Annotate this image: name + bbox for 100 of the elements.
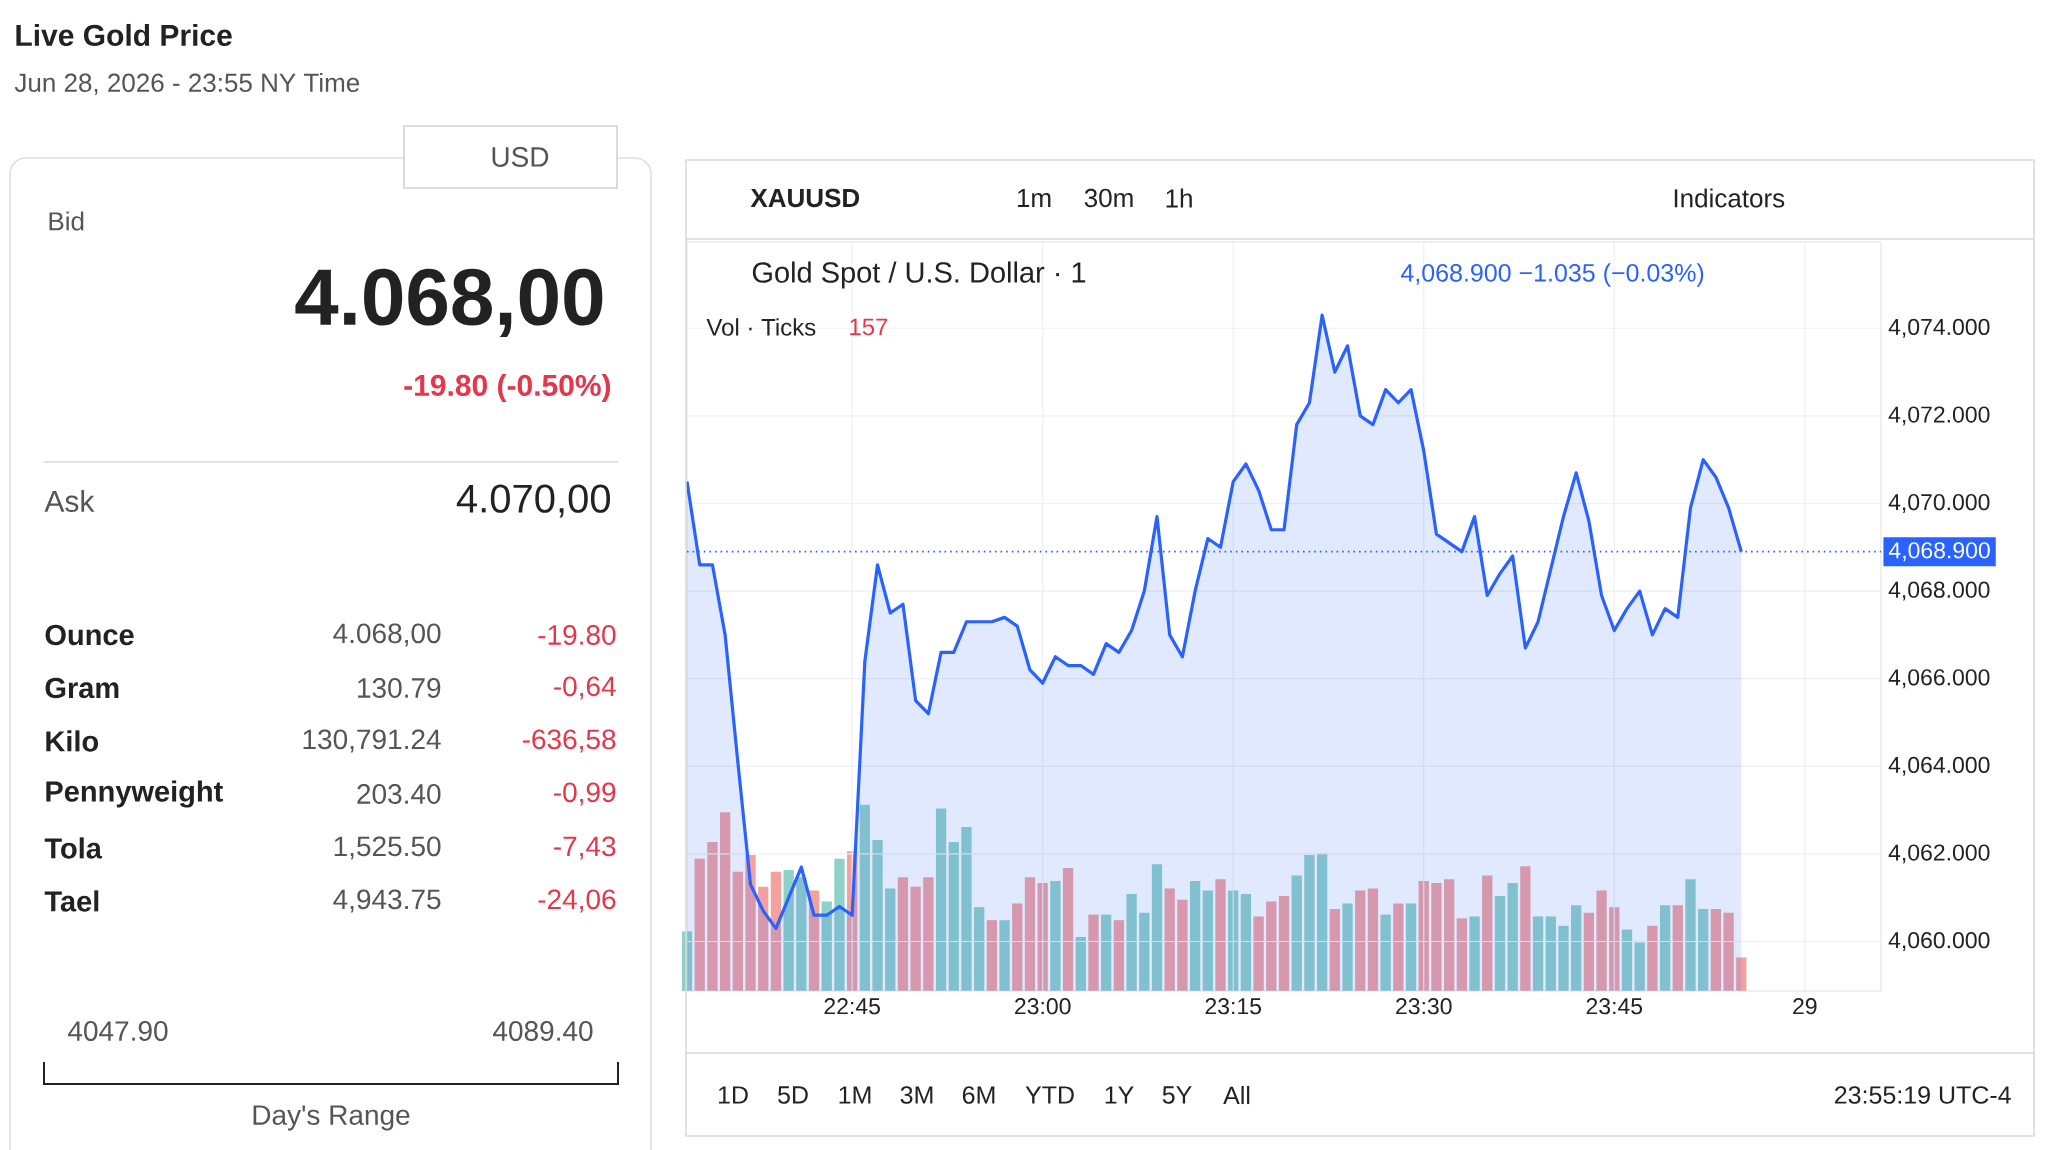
bar <box>821 901 832 991</box>
text: 4.068,00 <box>333 623 441 647</box>
text: -0,64 <box>554 676 616 700</box>
text: Indicators <box>1674 188 1785 208</box>
bar <box>897 877 909 991</box>
text: 1D <box>718 1086 748 1104</box>
bar <box>1024 877 1036 991</box>
bar <box>1571 905 1582 991</box>
y-tick-label: 4,068.000 <box>1888 581 1990 601</box>
annotation: 4,068.900 −1.035 (−0.03%) <box>1400 263 1704 287</box>
y-tick-label: 4,074.000 <box>1888 318 1990 338</box>
text: 1Y <box>1105 1086 1134 1104</box>
text: Ounce <box>45 624 134 646</box>
text: 1M <box>839 1086 871 1104</box>
text: All <box>1223 1085 1250 1105</box>
bar <box>1482 875 1493 991</box>
bar <box>961 827 972 991</box>
bar <box>1431 882 1442 991</box>
bar <box>1139 912 1150 991</box>
bar <box>1075 936 1086 991</box>
bar <box>1380 914 1391 991</box>
bar <box>1202 890 1213 991</box>
x-tick-label: 23:30 <box>1396 998 1452 1015</box>
text: 4,943.75 <box>333 889 441 913</box>
text: Kilo <box>46 730 99 752</box>
bar <box>1062 868 1074 991</box>
bar <box>1494 895 1506 991</box>
text: 1,525.50 <box>334 836 441 860</box>
bar <box>1710 909 1722 991</box>
text: 4.070,00 <box>456 484 611 518</box>
bar <box>1177 899 1188 991</box>
bar <box>694 858 705 991</box>
bar <box>1621 929 1633 991</box>
bar <box>1101 914 1112 991</box>
text: 5Y <box>1162 1086 1192 1104</box>
text: Tola <box>44 837 103 859</box>
bar <box>1736 957 1747 991</box>
bar <box>783 869 794 991</box>
text: 203.40 <box>357 784 441 804</box>
bar <box>1012 903 1023 991</box>
bar <box>1647 925 1658 991</box>
bar <box>872 840 883 991</box>
bar <box>1215 879 1226 991</box>
text: Tael <box>44 890 99 912</box>
bar <box>999 920 1010 991</box>
text: Jun 28, 2026 - 23:55 NY Time <box>14 72 360 96</box>
bar <box>923 877 934 991</box>
bar <box>885 888 896 991</box>
bar <box>1266 901 1277 991</box>
text: -19.80 <box>538 625 616 645</box>
bar <box>1151 864 1163 991</box>
bar <box>1469 916 1480 991</box>
bar <box>1278 895 1290 991</box>
bar <box>1291 875 1302 991</box>
bar <box>1405 903 1417 991</box>
bar <box>1532 916 1544 991</box>
bar <box>974 907 985 991</box>
bar <box>1253 916 1264 991</box>
bar <box>1342 903 1353 991</box>
bar <box>1596 890 1607 991</box>
y-tick-label: 4,066.000 <box>1888 669 1990 689</box>
text: 3M <box>900 1086 933 1104</box>
bar <box>910 886 921 991</box>
text: -19.80 (-0.50%) <box>404 374 611 402</box>
text: -7,43 <box>554 836 616 860</box>
bar <box>1520 866 1531 991</box>
bar <box>1355 890 1366 991</box>
bar <box>745 854 756 991</box>
y-tick-label: 4,064.000 <box>1888 756 1990 776</box>
text: Ask <box>44 489 95 512</box>
bar <box>1316 853 1328 991</box>
bar <box>1507 882 1518 991</box>
text: Pennyweight <box>46 780 223 808</box>
text: 30m <box>1084 188 1133 208</box>
bar <box>1113 920 1125 991</box>
x-tick-label: 22:45 <box>824 998 880 1015</box>
y-tick-label: 4,070.000 <box>1888 493 1990 513</box>
bar <box>1634 942 1645 991</box>
bar <box>986 920 998 991</box>
bar <box>1698 909 1709 991</box>
bar <box>1393 903 1404 991</box>
text: YTD <box>1025 1086 1074 1104</box>
bar <box>935 808 947 991</box>
text: 130,791.24 <box>303 729 441 753</box>
bar <box>1240 894 1252 991</box>
bar <box>1189 881 1201 991</box>
bar <box>1558 925 1569 991</box>
bar <box>1367 888 1379 991</box>
bar <box>719 812 731 991</box>
text: -636,58 <box>522 729 616 753</box>
y-tick-label: 4,060.000 <box>1888 932 1990 952</box>
annotation: 157 <box>850 318 888 336</box>
text: 4047.90 <box>68 1021 168 1041</box>
text: -24,06 <box>538 889 616 913</box>
text: 130.79 <box>358 678 441 698</box>
bar <box>1050 881 1061 991</box>
bar <box>707 841 718 991</box>
y-tick-label: 4,062.000 <box>1888 844 1990 864</box>
bar <box>732 871 743 991</box>
text: Live Gold Price <box>16 23 232 46</box>
